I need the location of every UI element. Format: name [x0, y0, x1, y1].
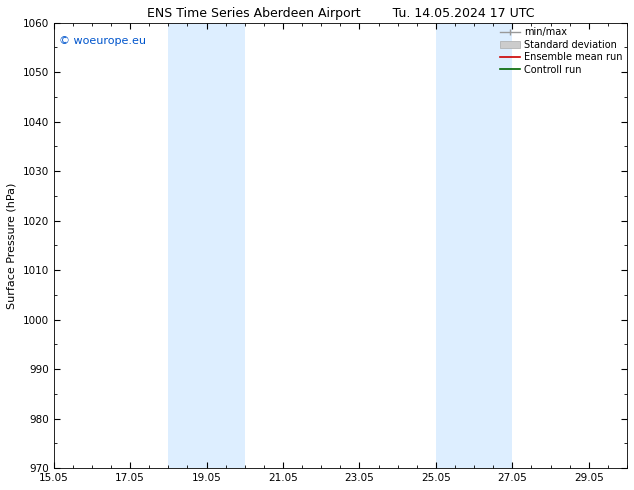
Bar	[436, 23, 512, 468]
Bar	[168, 23, 245, 468]
Y-axis label: Surface Pressure (hPa): Surface Pressure (hPa)	[7, 182, 17, 309]
Legend: min/max, Standard deviation, Ensemble mean run, Controll run: min/max, Standard deviation, Ensemble me…	[498, 25, 624, 76]
Text: © woeurope.eu: © woeurope.eu	[60, 36, 146, 46]
Title: ENS Time Series Aberdeen Airport        Tu. 14.05.2024 17 UTC: ENS Time Series Aberdeen Airport Tu. 14.…	[146, 7, 534, 20]
